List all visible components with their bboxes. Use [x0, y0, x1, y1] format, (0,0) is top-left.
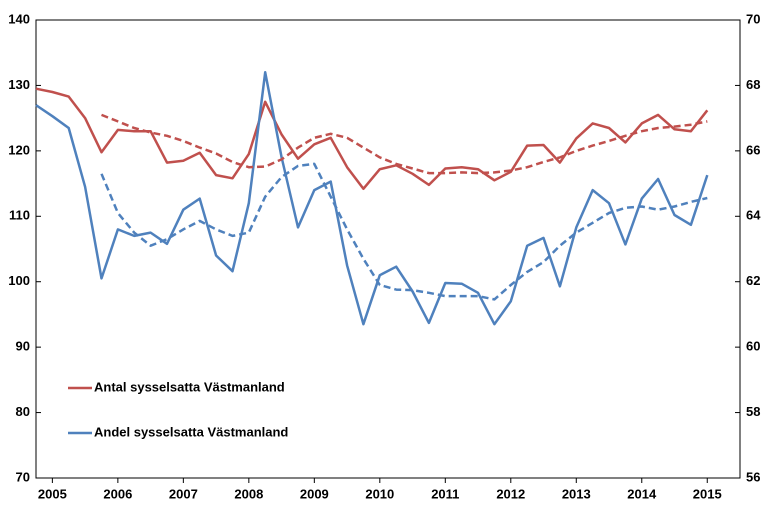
y2-tick-label: 60 [746, 339, 760, 354]
y2-tick-label: 58 [746, 404, 760, 419]
y2-tick-label: 56 [746, 469, 760, 484]
series-line [101, 113, 708, 175]
x-tick-label: 2005 [38, 486, 67, 501]
series-line [35, 87, 709, 191]
x-tick-label: 2015 [693, 486, 722, 501]
plot-frame [35, 19, 741, 479]
series-line [100, 162, 708, 301]
y-tick-label: 110 [9, 208, 30, 223]
x-tick-label: 2010 [365, 486, 394, 501]
legend-label: Antal sysselsatta Västmanland [94, 379, 285, 394]
y-tick-label: 120 [8, 142, 30, 157]
series-line [35, 71, 709, 326]
x-tick-label: 2006 [103, 486, 132, 501]
legend-label: Andel sysselsatta Västmanland [94, 424, 288, 439]
y-tick-label: 70 [16, 469, 30, 484]
y2-tick-label: 64 [746, 208, 761, 223]
y2-tick-label: 66 [746, 142, 760, 157]
y2-tick-label: 70 [746, 11, 760, 26]
y2-tick-label: 62 [746, 273, 760, 288]
x-tick-label: 2008 [234, 486, 263, 501]
y-tick-label: 130 [8, 77, 30, 92]
x-tick-label: 2007 [169, 486, 198, 501]
y-tick-label: 90 [16, 339, 30, 354]
y-tick-label: 140 [8, 11, 30, 26]
x-tick-label: 2012 [496, 486, 525, 501]
y2-tick-label: 68 [746, 77, 760, 92]
x-tick-label: 2014 [627, 486, 657, 501]
x-tick-label: 2009 [300, 486, 329, 501]
y-tick-label: 80 [16, 404, 30, 419]
x-tick-label: 2011 [431, 486, 459, 501]
x-tick-label: 2013 [562, 486, 591, 501]
y-tick-label: 100 [8, 273, 30, 288]
